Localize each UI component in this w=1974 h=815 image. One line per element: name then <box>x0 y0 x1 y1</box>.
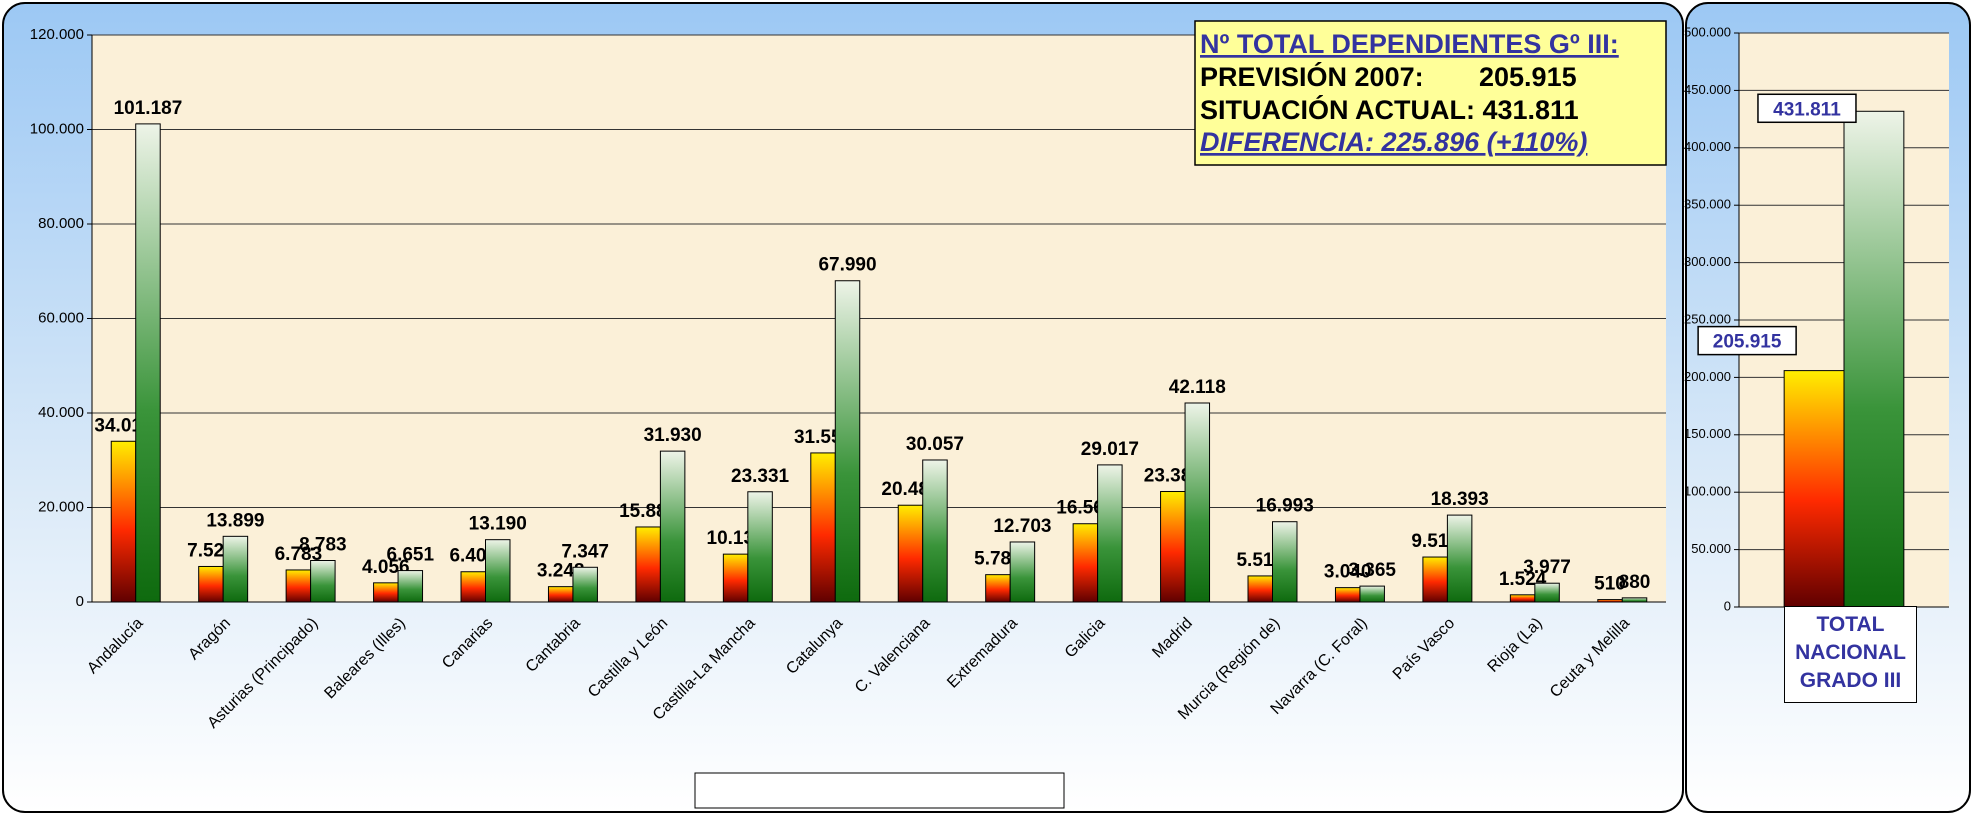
bar <box>310 560 336 603</box>
value-label: 7.347 <box>561 541 609 562</box>
value-label: 67.990 <box>818 255 876 276</box>
bar <box>659 450 686 603</box>
bar <box>722 553 749 603</box>
bar <box>1009 541 1036 603</box>
category-label: TOTAL NACIONAL GRADO III <box>1784 606 1917 703</box>
y-tick-label: 150.000 <box>1684 426 1731 441</box>
value-label: 6.651 <box>387 545 435 566</box>
bar <box>985 574 1011 603</box>
bar <box>1422 556 1448 603</box>
bar <box>1843 110 1905 608</box>
bar <box>1272 521 1298 603</box>
bar <box>547 586 574 603</box>
y-tick-label: 50.000 <box>1691 541 1731 556</box>
bar <box>1334 587 1361 603</box>
bar <box>285 569 312 603</box>
bar <box>1509 594 1536 603</box>
value-label: 16.993 <box>1256 496 1314 517</box>
y-tick-label: 0 <box>1724 598 1731 613</box>
y-tick-label: 120.000 <box>30 26 84 43</box>
bar <box>1534 582 1560 603</box>
bar <box>1359 585 1385 603</box>
bar <box>1621 597 1648 603</box>
bar <box>897 504 924 603</box>
value-label: 12.703 <box>993 516 1051 537</box>
bar <box>1160 491 1186 603</box>
bar <box>834 280 861 603</box>
bar <box>1247 575 1273 603</box>
bar <box>373 582 399 603</box>
y-tick-label: 20.000 <box>38 498 84 515</box>
value-label: 23.331 <box>731 466 790 487</box>
legend-box <box>694 772 1065 809</box>
y-tick-label: 500.000 <box>1684 24 1731 39</box>
value-label: 13.899 <box>206 510 264 531</box>
y-tick-label: 450.000 <box>1684 82 1731 97</box>
bar <box>1597 599 1623 603</box>
value-label: 29.017 <box>1081 439 1139 460</box>
value-label: 3.040 <box>1324 562 1372 583</box>
bar <box>397 570 424 603</box>
value-label: 8.783 <box>299 535 347 556</box>
value-label: 205.915 <box>1713 332 1782 353</box>
y-tick-label: 40.000 <box>38 404 84 421</box>
bar <box>810 452 836 603</box>
annotation: PREVISIÓN 2007: <box>1200 61 1424 92</box>
value-label: 6.783 <box>275 544 323 565</box>
y-tick-label: 100.000 <box>1684 484 1731 499</box>
value-label: 31.930 <box>644 425 702 446</box>
y-tick-label: 400.000 <box>1684 139 1731 154</box>
bar <box>922 459 948 603</box>
y-tick-label: 250.000 <box>1684 311 1731 326</box>
y-tick-label: 60.000 <box>38 309 84 326</box>
value-label: 42.118 <box>1169 377 1226 398</box>
value-label: 18.393 <box>1431 489 1489 510</box>
bar <box>222 535 249 603</box>
annotation: 205.915 <box>1479 62 1577 92</box>
value-label: 3.365 <box>1348 560 1396 581</box>
bar <box>460 571 487 603</box>
y-tick-label: 300.000 <box>1684 254 1731 269</box>
annotation-box <box>1194 20 1667 166</box>
bar <box>1446 514 1473 603</box>
y-tick-label: 350.000 <box>1684 197 1731 212</box>
value-label: 101.187 <box>114 98 183 119</box>
y-tick-label: 100.000 <box>30 120 84 137</box>
y-tick-label: 0 <box>76 593 84 610</box>
value-label-box <box>1757 93 1857 124</box>
value-label: 30.057 <box>906 434 964 455</box>
bar <box>1184 402 1211 603</box>
y-tick-label: 80.000 <box>38 215 84 232</box>
bar <box>1072 523 1099 603</box>
annotation: DIFERENCIA: 225.896 (+110%) <box>1200 127 1587 157</box>
bar <box>110 440 137 603</box>
value-label: 431.811 <box>1773 99 1841 120</box>
annotation: Nº TOTAL DEPENDIENTES Gº III: <box>1200 29 1619 59</box>
bar <box>1783 370 1845 608</box>
y-tick-label: 200.000 <box>1684 369 1731 384</box>
value-label: 3.977 <box>1523 557 1571 578</box>
bar <box>485 539 511 603</box>
annotation: SITUACIÓN ACTUAL: 431.811 <box>1200 94 1579 125</box>
bar <box>572 566 598 603</box>
bar <box>1097 464 1123 603</box>
value-label: 510 <box>1594 574 1626 595</box>
value-label: 880 <box>1619 572 1651 593</box>
bar <box>635 526 661 603</box>
bar <box>747 491 773 603</box>
value-label: 13.190 <box>469 514 527 535</box>
value-label-box <box>1697 325 1797 356</box>
bar <box>198 565 224 603</box>
bar <box>135 123 161 603</box>
